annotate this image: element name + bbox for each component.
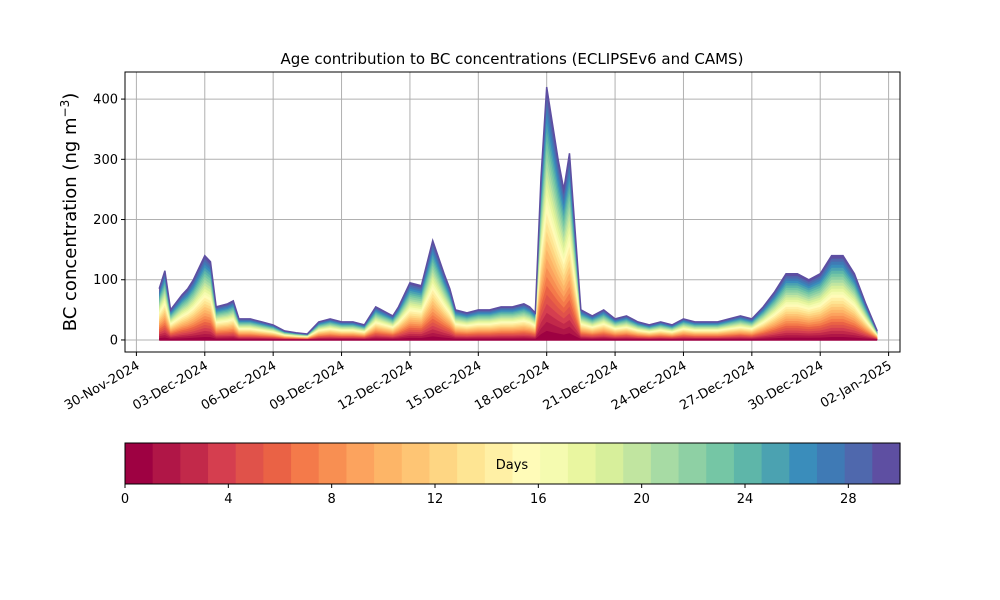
y-axis-label-main: BC concentration (ng m bbox=[60, 117, 81, 331]
colorbar-cell bbox=[512, 443, 541, 484]
plot-frame bbox=[124, 71, 901, 353]
colorbar-cell bbox=[346, 443, 375, 484]
colorbar-tick-label: 28 bbox=[840, 492, 857, 507]
y-tick-label: 400 bbox=[93, 93, 118, 108]
colorbar-tick-label: 20 bbox=[633, 492, 650, 507]
y-tick-label: 100 bbox=[93, 273, 118, 288]
colorbar-cell bbox=[540, 443, 569, 484]
x-tick-label: 24-Dec-2024 bbox=[609, 358, 689, 413]
x-tick-label: 02-Jan-2025 bbox=[818, 358, 895, 411]
colorbar-frame bbox=[124, 442, 901, 485]
colorbar-label: Days bbox=[496, 458, 529, 473]
colorbar-tick-label: 16 bbox=[530, 492, 547, 507]
colorbar-cell bbox=[484, 443, 514, 484]
colorbar-cell bbox=[678, 443, 707, 484]
colorbar-cell bbox=[761, 443, 790, 484]
colorbar-cell bbox=[650, 443, 680, 484]
colorbar-cell bbox=[125, 443, 154, 484]
y-axis-ticks: 0 100 200 300 400 bbox=[93, 93, 125, 348]
colorbar-cell bbox=[180, 443, 209, 484]
chart-title: Age contribution to BC concentrations (E… bbox=[281, 50, 744, 68]
colorbar-tick-label: 4 bbox=[224, 492, 232, 507]
colorbar-cell bbox=[457, 443, 486, 484]
colorbar-cells bbox=[125, 443, 901, 484]
colorbar-cell bbox=[401, 443, 431, 484]
colorbar-tick-label: 8 bbox=[328, 492, 336, 507]
colorbar-cell bbox=[152, 443, 181, 484]
colorbar-cell bbox=[263, 443, 292, 484]
age-stacked-area bbox=[158, 86, 878, 341]
total-concentration-line bbox=[158, 86, 878, 335]
colorbar-cell bbox=[374, 443, 403, 484]
y-axis-label: BC concentration (ng m−3) bbox=[58, 93, 81, 332]
plot-area: 0 100 200 300 400 30-Nov-202403-Dec-202406-D… bbox=[62, 71, 901, 414]
x-tick-label: 03-Dec-2024 bbox=[130, 358, 210, 413]
x-tick-label: 30-Dec-2024 bbox=[746, 358, 826, 413]
y-tick-label: 200 bbox=[93, 213, 118, 228]
x-tick-label: 27-Dec-2024 bbox=[677, 358, 757, 413]
colorbar-cell bbox=[733, 443, 763, 484]
x-tick-label: 09-Dec-2024 bbox=[267, 358, 347, 413]
y-axis-label-sup: −3 bbox=[58, 100, 72, 118]
x-tick-label: 12-Dec-2024 bbox=[336, 358, 416, 413]
colorbar-cell bbox=[789, 443, 818, 484]
colorbar-ticks: 0 4 8 12 16 20 24 28 bbox=[121, 484, 857, 507]
colorbar-cell bbox=[291, 443, 320, 484]
colorbar-cell bbox=[706, 443, 735, 484]
colorbar-cell bbox=[235, 443, 264, 484]
y-tick-label: 300 bbox=[93, 153, 118, 168]
x-tick-label: 15-Dec-2024 bbox=[404, 358, 484, 413]
colorbar-cell bbox=[318, 443, 348, 484]
y-tick-label: 0 bbox=[110, 333, 118, 348]
colorbar-tick-label: 0 bbox=[121, 492, 129, 507]
age-band-0 bbox=[159, 330, 878, 340]
colorbar-cell bbox=[429, 443, 458, 484]
colorbar-tick-label: 24 bbox=[737, 492, 754, 507]
colorbar-cell bbox=[208, 443, 237, 484]
x-tick-label: 18-Dec-2024 bbox=[472, 358, 552, 413]
colorbar-tick-label: 12 bbox=[427, 492, 444, 507]
colorbar: Days 0 4 8 12 16 20 24 28 bbox=[121, 442, 901, 507]
colorbar-cell bbox=[595, 443, 624, 484]
colorbar-cell bbox=[872, 443, 901, 484]
colorbar-cell bbox=[623, 443, 652, 484]
colorbar-cell bbox=[567, 443, 597, 484]
x-tick-label: 21-Dec-2024 bbox=[541, 358, 621, 413]
x-tick-label: 30-Nov-2024 bbox=[62, 358, 142, 413]
colorbar-cell bbox=[816, 443, 846, 484]
grid-lines bbox=[125, 72, 900, 352]
x-axis-ticks: 30-Nov-202403-Dec-202406-Dec-202409-Dec-… bbox=[62, 352, 895, 414]
x-tick-label: 06-Dec-2024 bbox=[199, 358, 279, 413]
y-axis-label-close: ) bbox=[60, 93, 81, 100]
colorbar-cell bbox=[844, 443, 873, 484]
